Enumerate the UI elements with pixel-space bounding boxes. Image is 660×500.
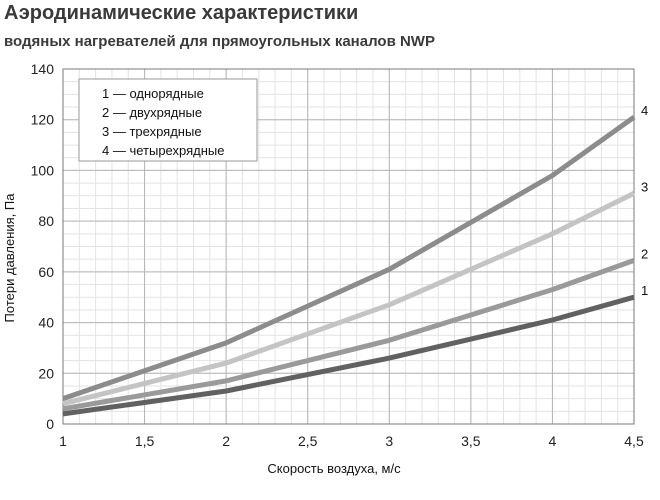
legend-box: [78, 78, 258, 162]
y-tick-label: 0: [46, 416, 54, 432]
x-tick-label: 3,5: [461, 433, 481, 449]
series-end-labels: 1 2 3 4: [641, 103, 648, 298]
y-tick-label: 140: [31, 61, 55, 77]
x-tick-label: 1,5: [135, 433, 155, 449]
series-line: [62, 258, 635, 412]
series-line: [62, 115, 636, 401]
chart-title: Аэродинамические характеристики: [4, 2, 359, 24]
x-axis-label: Скорость воздуха, м/с: [267, 461, 401, 476]
series-end-label: 4: [641, 103, 648, 118]
y-tick-labels: 0 20 40 60 80 100 120 140: [31, 61, 55, 432]
x-tick-label: 2,5: [298, 433, 318, 449]
series-line: [62, 294, 635, 417]
y-tick-label: 60: [38, 264, 54, 280]
x-tick-label: 1: [59, 433, 67, 449]
y-axis-label: Потери давления, Па: [2, 193, 17, 323]
y-tick-label: 20: [38, 365, 54, 381]
axes: [62, 68, 635, 425]
legend-entry: 4 — четырехрядные: [102, 143, 224, 158]
legend-entry: 1 — однорядные: [102, 86, 204, 101]
series-line: [62, 191, 636, 407]
x-tick-labels: 1 1,5 2 2,5 3 3,5 4 4,5: [59, 433, 644, 449]
plot-border: [62, 68, 635, 425]
legend-entry: 2 — двухрядные: [102, 105, 202, 120]
y-tick-label: 100: [31, 162, 55, 178]
legend-entry: 3 — трехрядные: [102, 124, 202, 139]
x-tick-label: 4,5: [624, 433, 644, 449]
series-end-label: 2: [641, 246, 648, 261]
series-end-label: 3: [641, 179, 648, 194]
y-tick-label: 40: [38, 315, 54, 331]
series-lines: [62, 115, 636, 417]
y-tick-label: 80: [38, 213, 54, 229]
y-tick-label: 120: [31, 112, 55, 128]
series-end-label: 1: [641, 283, 648, 298]
legend: 1 — однорядные 2 — двухрядные 3 — трехрядн…: [78, 78, 258, 162]
x-tick-label: 4: [549, 433, 557, 449]
x-tick-label: 3: [385, 433, 393, 449]
x-tick-label: 2: [222, 433, 230, 449]
chart-subtitle: водяных нагревателей для прямоугольных к…: [4, 33, 435, 50]
